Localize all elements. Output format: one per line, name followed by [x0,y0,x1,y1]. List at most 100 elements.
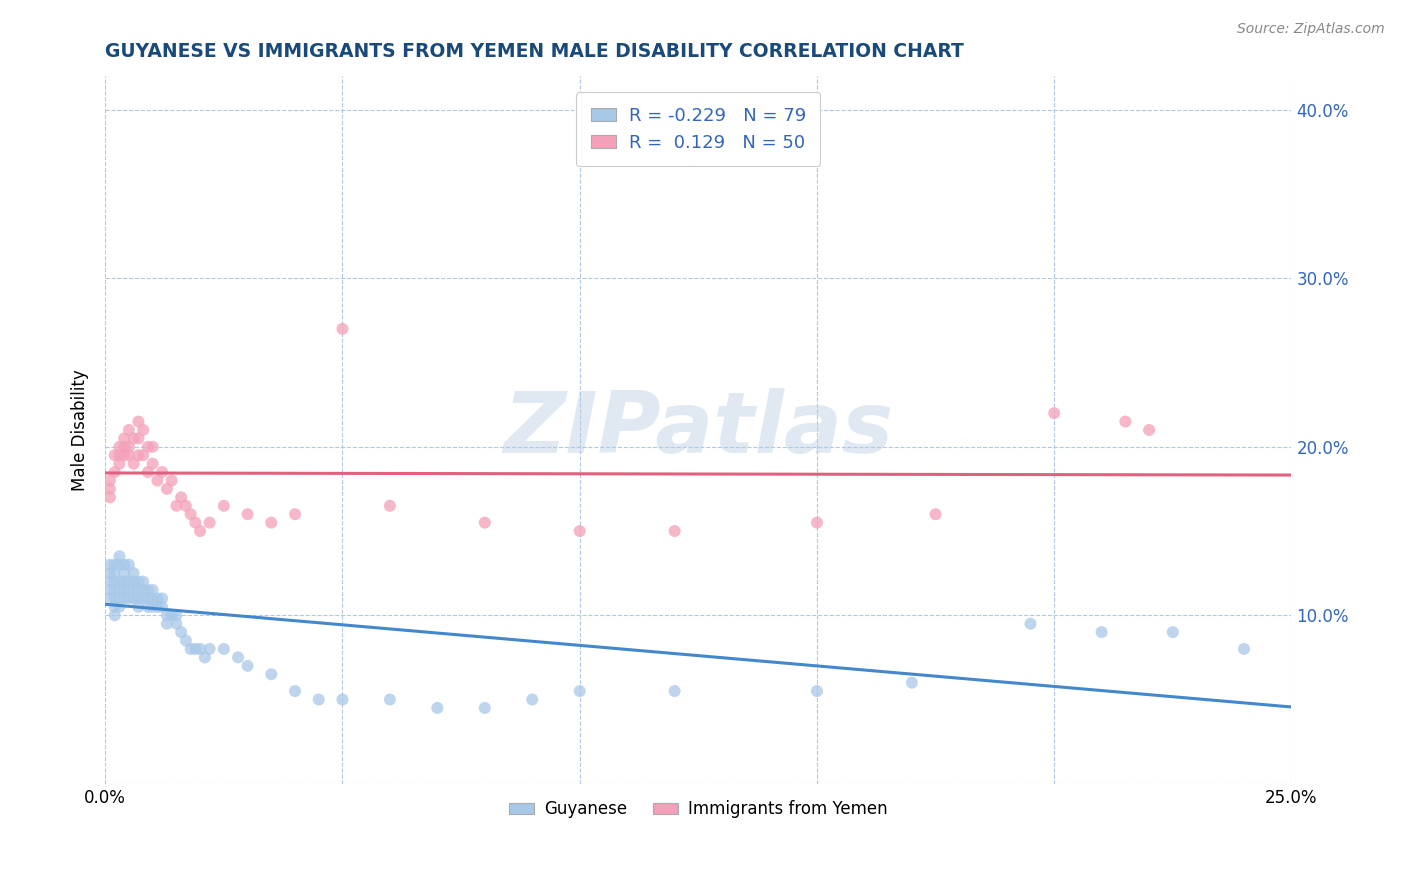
Point [236,658,259,673]
Point [1161,625,1184,640]
Point [112,440,135,454]
Point [112,574,135,589]
Point [98,491,121,505]
Point [156,608,179,623]
Point [150,599,173,614]
Point [98,558,121,572]
Point [142,440,165,454]
Point [332,692,354,706]
Point [236,507,259,521]
Point [522,692,544,706]
Point [146,591,169,606]
Point [108,448,131,462]
Point [122,457,145,471]
Point [226,650,249,665]
Point [118,574,141,589]
Point [108,549,131,564]
Point [122,574,145,589]
Text: GUYANESE VS IMMIGRANTS FROM YEMEN MALE DISABILITY CORRELATION CHART: GUYANESE VS IMMIGRANTS FROM YEMEN MALE D… [105,42,965,61]
Point [108,582,131,597]
Point [127,582,149,597]
Point [170,491,193,505]
Point [1233,642,1256,657]
Point [308,692,330,706]
Point [104,566,127,581]
Point [146,474,169,488]
Point [212,499,235,513]
Point [901,675,924,690]
Point [127,574,149,589]
Point [127,448,149,462]
Point [122,582,145,597]
Point [104,599,127,614]
Point [1019,616,1042,631]
Point [150,465,173,479]
Point [127,599,149,614]
Point [104,448,127,462]
Point [132,574,155,589]
Point [568,684,591,698]
Point [260,516,283,530]
Point [118,448,141,462]
Point [136,599,159,614]
Point [132,582,155,597]
Point [108,440,131,454]
Point [127,591,149,606]
Point [112,431,135,445]
Point [136,582,159,597]
Point [112,591,135,606]
Point [260,667,283,681]
Text: Source: ZipAtlas.com: Source: ZipAtlas.com [1237,22,1385,37]
Point [122,431,145,445]
Point [118,423,141,437]
Point [98,566,121,581]
Point [104,465,127,479]
Point [806,684,828,698]
Point [104,582,127,597]
Point [142,582,165,597]
Point [108,457,131,471]
Point [664,684,686,698]
Point [156,482,179,496]
Y-axis label: Male Disability: Male Disability [72,369,89,491]
Point [98,591,121,606]
Point [198,642,221,657]
Point [112,558,135,572]
Point [188,642,211,657]
Point [98,582,121,597]
Point [180,507,202,521]
Point [112,448,135,462]
Point [118,440,141,454]
Point [284,684,307,698]
Point [378,499,401,513]
Point [924,507,946,521]
Point [104,608,127,623]
Point [104,574,127,589]
Point [136,440,159,454]
Point [160,474,183,488]
Text: ZIPatlas: ZIPatlas [503,389,893,472]
Point [142,591,165,606]
Point [806,516,828,530]
Point [136,465,159,479]
Point [156,616,179,631]
Point [136,591,159,606]
Point [1114,415,1136,429]
Point [284,507,307,521]
Point [212,642,235,657]
Point [132,423,155,437]
Point [474,516,496,530]
Point [174,633,197,648]
Point [165,616,187,631]
Point [98,574,121,589]
Point [142,457,165,471]
Point [127,431,149,445]
Point [98,474,121,488]
Point [108,574,131,589]
Point [160,608,183,623]
Legend: Guyanese, Immigrants from Yemen: Guyanese, Immigrants from Yemen [503,794,894,825]
Point [170,625,193,640]
Point [132,448,155,462]
Point [194,650,217,665]
Point [180,642,202,657]
